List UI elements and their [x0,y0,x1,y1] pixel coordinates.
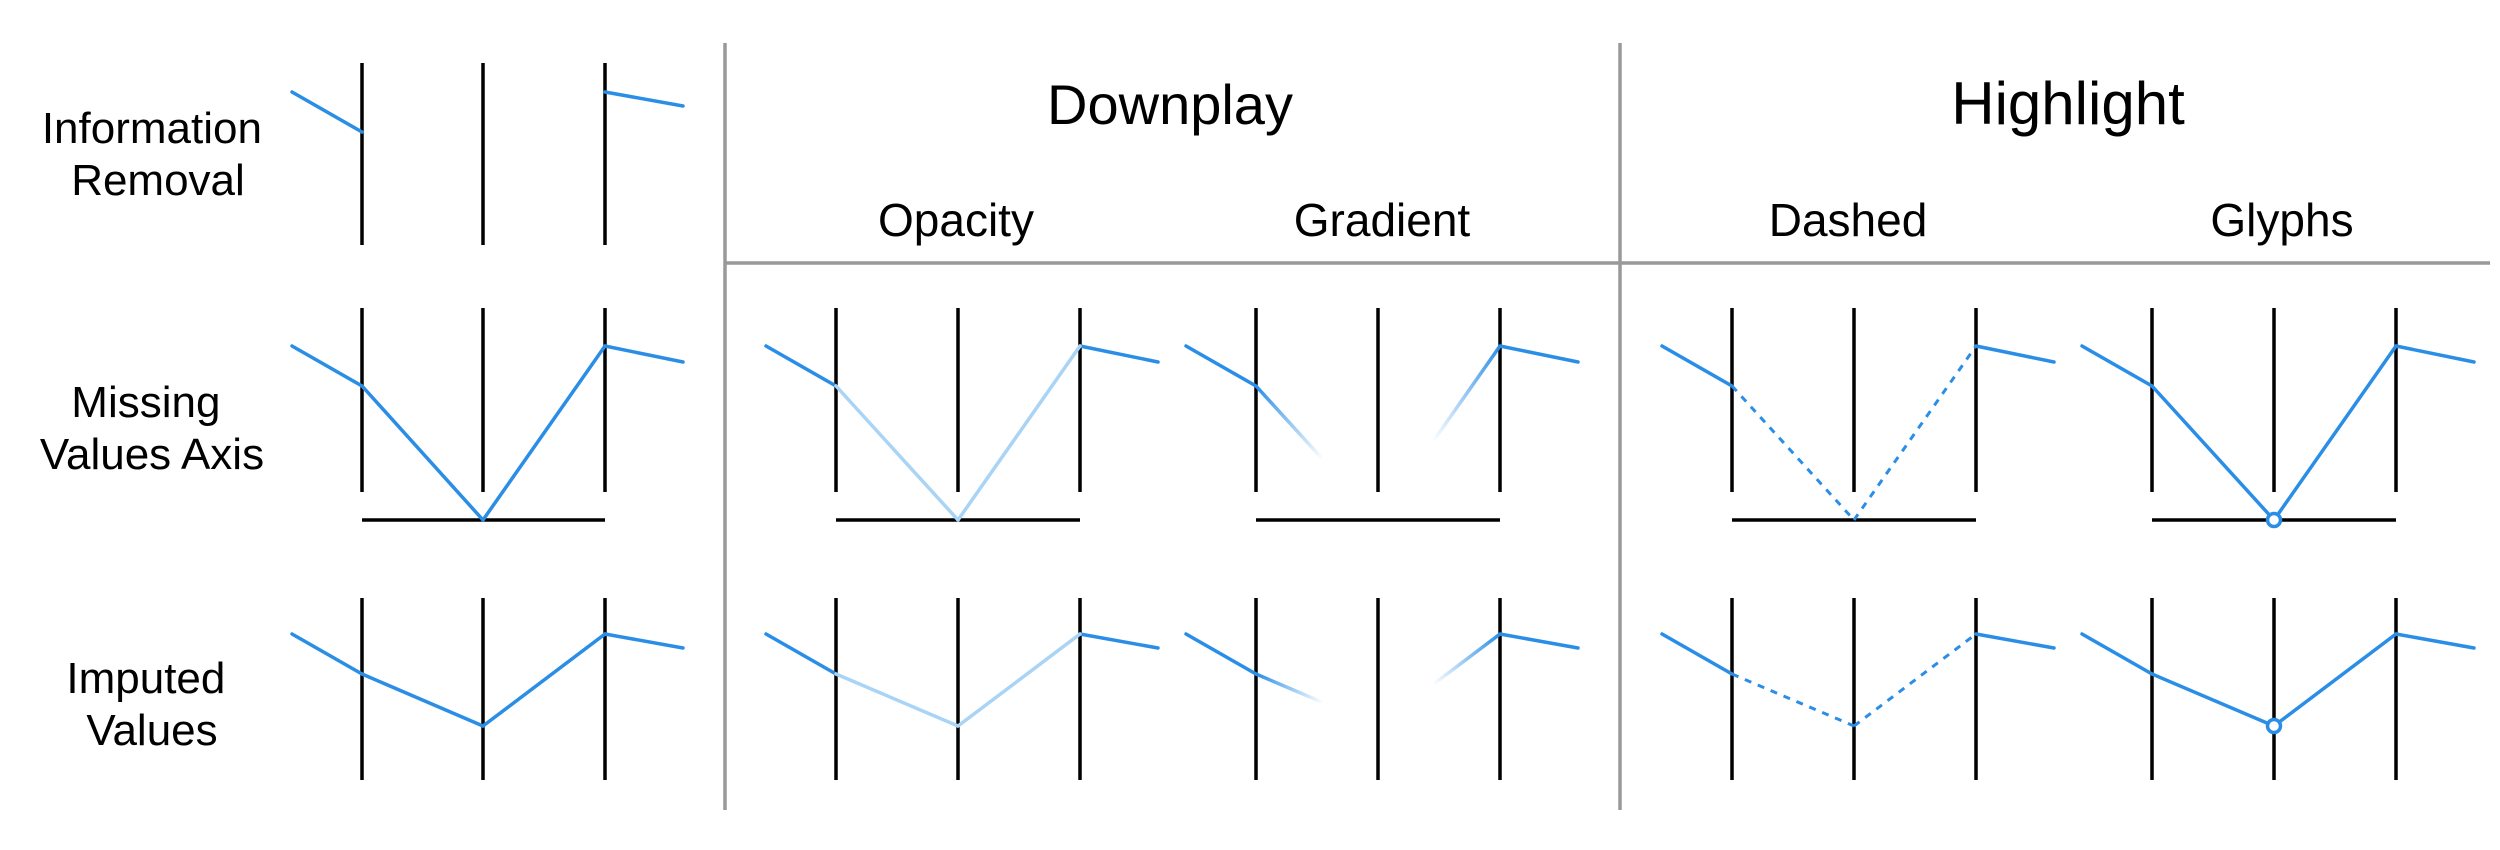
info-right-segment [603,90,685,108]
imputed-glyphs-right-segment [2394,632,2476,650]
panel-missing-opacity [764,308,1160,522]
imputed-gradient-gradient-line-left [1255,672,1324,705]
panel-imputed-base [290,598,685,780]
imputed-glyphs-line-from-middle [2272,632,2398,728]
imputed-gradient-left-segment [1184,632,1258,676]
missing-glyphs-left-segment [2080,344,2154,388]
header-downplay: Downplay [1047,73,1293,136]
missing-glyphs-right-segment [2394,344,2476,364]
missing-opacity-faded-line-from-middle [956,344,1082,522]
missing-base-line-from-middle [481,344,607,522]
missing-opacity-right-segment [1078,344,1160,364]
panel-imputed-glyphs [2080,598,2476,780]
panel-missing-glyphs [2080,308,2476,529]
imputed-glyphs-line-to-middle [2150,672,2276,728]
info-left-segment [290,90,364,134]
imputed-gradient-gradient-line-right [1431,632,1502,686]
header-glyphs: Glyphs [2210,194,2353,246]
header-gradient: Gradient [1294,194,1471,246]
panel-missing-gradient [1184,308,1580,522]
missing-dashed-dashed-line-to-middle [1730,384,1856,522]
imputed-dashed-dashed-line-from-middle [1853,632,1977,728]
panel-imputed-dashed [1660,598,2056,780]
missing-dashed-left-segment [1660,344,1734,388]
panel-information-removal [290,63,685,245]
dividers [723,43,2490,810]
panel-missing-dashed [1660,308,2056,522]
imputed-base-line-from-middle [481,632,607,728]
header-opacity: Opacity [878,194,1034,246]
row-label-missing-values-axis: Missing Values Axis [40,378,264,479]
imputed-base-left-segment [290,632,364,676]
missing-glyphs-line-to-middle [2150,384,2276,522]
panel-missing-base [290,308,685,522]
imputed-opacity-left-segment [764,632,838,676]
imputed-base-right-segment [603,632,685,650]
missing-opacity-faded-line-to-middle [834,384,960,522]
missing-base-line-to-middle [360,384,485,522]
imputed-glyphs-left-segment [2080,632,2154,676]
row-label-information-removal: Information Removal [42,104,274,205]
imputed-opacity-faded-line-from-middle [956,632,1082,728]
imputed-base-line-to-middle [360,672,485,728]
panel-imputed-opacity [764,598,1160,780]
imputed-dashed-left-segment [1660,632,1734,676]
imputed-opacity-faded-line-to-middle [834,672,960,728]
imputed-dashed-dashed-line-to-middle [1731,672,1855,728]
header-dashed: Dashed [1769,194,1928,246]
missing-glyphs-glyph-circle [2265,511,2283,529]
row-label-imputed-values: Imputed Values [66,654,237,755]
imputed-dashed-right-segment [1974,632,2056,650]
panels [290,63,2476,780]
header-highlight: Highlight [1951,70,2185,137]
missing-opacity-left-segment [764,344,838,388]
missing-base-left-segment [290,344,364,388]
missing-gradient-left-segment [1184,344,1258,388]
missing-glyphs-line-from-middle [2272,344,2398,522]
missing-dashed-right-segment [1974,344,2056,364]
missing-gradient-right-segment [1498,344,1580,364]
imputed-gradient-right-segment [1498,632,1580,650]
missing-gradient-gradient-line-right [1431,344,1502,443]
imputed-opacity-right-segment [1078,632,1160,650]
panel-imputed-gradient [1184,598,1580,780]
missing-gradient-gradient-line-left [1254,384,1325,461]
missing-dashed-dashed-line-from-middle [1852,345,1978,521]
missing-base-right-segment [603,344,685,364]
imputed-glyphs-glyph-circle [2265,717,2283,735]
